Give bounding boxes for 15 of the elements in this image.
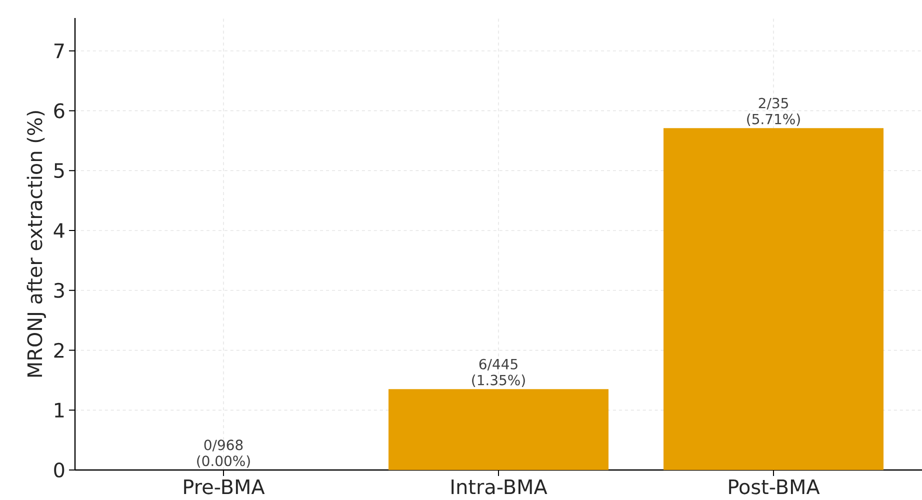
y-tick-label: 7 (54, 44, 64, 58)
y-tick-label: 2 (54, 342, 64, 358)
x-tick-label: Pre-BMA (184, 480, 265, 494)
data-label: 0/968 (0.00%) (197, 440, 250, 468)
data-label: 2/35 (5.71%) (747, 98, 800, 126)
y-axis-title: MRONJ after extraction (%) (26, 111, 46, 377)
y-tick-label: 4 (54, 223, 64, 238)
y-tick-label: 1 (54, 402, 64, 418)
y-tick-label: 3 (54, 282, 64, 298)
y-tick-label: 6 (54, 103, 64, 118)
data-label: 6/445 (1.35%) (472, 358, 525, 387)
y-tick-label: 0 (54, 462, 64, 478)
y-tick-label: 5 (54, 163, 64, 178)
x-tick-label: Post-BMA (729, 480, 820, 494)
x-tick-label: Intra-BMA (452, 480, 548, 494)
